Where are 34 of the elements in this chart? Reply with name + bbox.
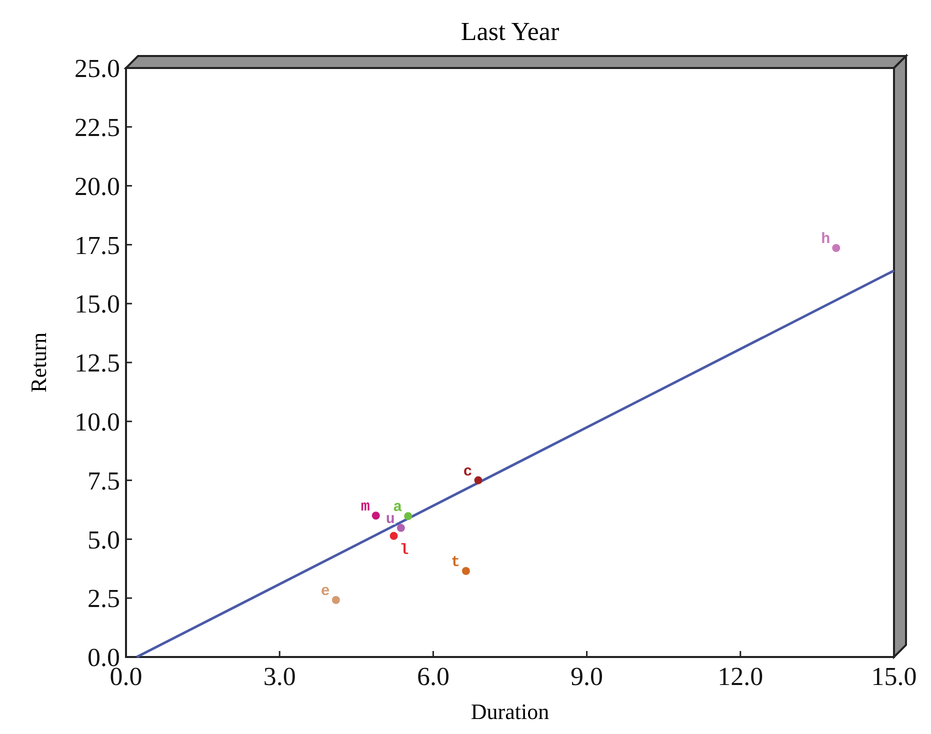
x-axis-title: Duration [470, 699, 550, 724]
chart-title: Last Year [460, 17, 560, 46]
series-label: c [463, 463, 472, 480]
x-tick-label: 3.0 [263, 662, 296, 691]
series-label: e [320, 582, 330, 600]
series-label: m [360, 498, 370, 516]
point [474, 476, 482, 484]
point [390, 532, 398, 540]
point [462, 567, 470, 576]
point [372, 512, 380, 520]
y-tick-label: 25.0 [74, 54, 120, 84]
y-tick-label: 7.5 [88, 466, 120, 496]
series-label: t [450, 554, 460, 572]
point [404, 512, 412, 520]
series-label: l [400, 542, 409, 559]
series-label: h [821, 231, 830, 248]
y-tick-label: 17.5 [74, 230, 120, 260]
x-tick-label: 15.0 [871, 662, 917, 691]
x-tick-label: 6.0 [416, 662, 450, 691]
y-tick-label: 20.0 [74, 172, 120, 201]
y-tick-label: 10.0 [74, 408, 120, 436]
point [332, 596, 340, 604]
y-tick-label: 5.0 [88, 525, 120, 554]
x-tick-label: 9.0 [570, 662, 604, 691]
series-label: a [393, 499, 402, 516]
point [832, 244, 840, 252]
y-tick-label: 12.5 [74, 348, 120, 378]
y-tick-label: 22.5 [74, 113, 120, 142]
y-axis-title: Return [26, 332, 51, 392]
y-tick-label: 2.5 [88, 584, 120, 614]
x-tick-label: 12.0 [718, 662, 764, 691]
y-tick-label: 15.0 [74, 290, 120, 319]
point [396, 524, 405, 532]
series-label: u [386, 510, 395, 528]
